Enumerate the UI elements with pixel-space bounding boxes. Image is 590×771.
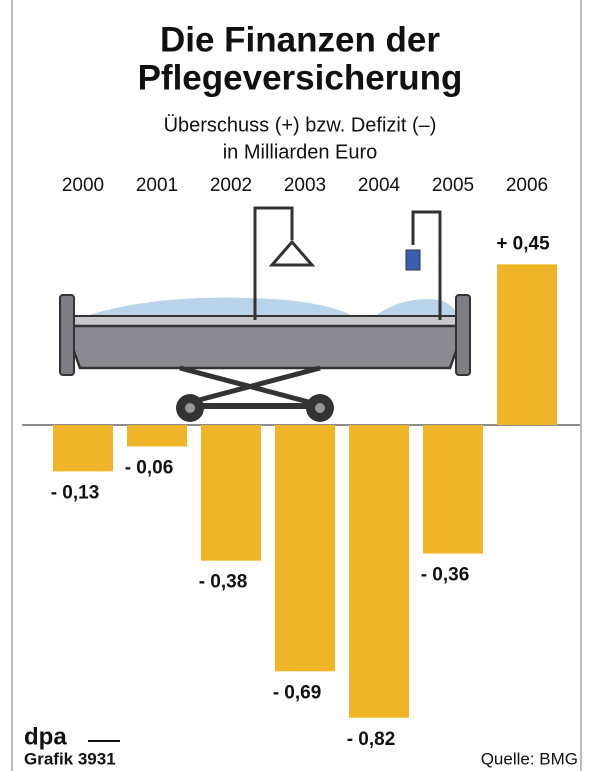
bar xyxy=(53,425,113,471)
bar xyxy=(423,425,483,554)
graphic-id: Grafik 3931 xyxy=(24,749,116,768)
category-label: 2006 xyxy=(506,175,548,196)
category-label: 2005 xyxy=(432,175,474,196)
category-label: 2000 xyxy=(62,175,104,196)
value-label: - 0,38 xyxy=(199,572,248,593)
value-label: - 0,06 xyxy=(125,457,174,478)
source: Quelle: BMG xyxy=(481,749,578,768)
value-label: - 0,13 xyxy=(51,482,100,503)
value-label: - 0,69 xyxy=(273,682,322,703)
bar xyxy=(275,425,335,671)
subtitle: Überschuss (+) bzw. Defizit (–) xyxy=(164,114,437,136)
value-label: - 0,36 xyxy=(421,565,470,586)
category-label: 2002 xyxy=(210,175,252,196)
chart-title: Die Finanzen der xyxy=(160,20,440,59)
value-label: + 0,45 xyxy=(496,233,550,254)
value-label: - 0,82 xyxy=(347,729,396,750)
chart: Die Finanzen der Pflegeversicherung Über… xyxy=(0,0,590,771)
agency: dpa xyxy=(24,723,67,750)
category-label: 2004 xyxy=(358,175,401,196)
chart-title: Pflegeversicherung xyxy=(138,58,463,97)
subtitle: in Milliarden Euro xyxy=(223,141,378,163)
category-label: 2003 xyxy=(284,175,326,196)
bar xyxy=(349,425,409,718)
bar xyxy=(201,425,261,561)
category-label: 2001 xyxy=(136,175,178,196)
bar xyxy=(127,425,187,446)
bar xyxy=(497,264,557,425)
bed-illustration xyxy=(60,208,470,422)
